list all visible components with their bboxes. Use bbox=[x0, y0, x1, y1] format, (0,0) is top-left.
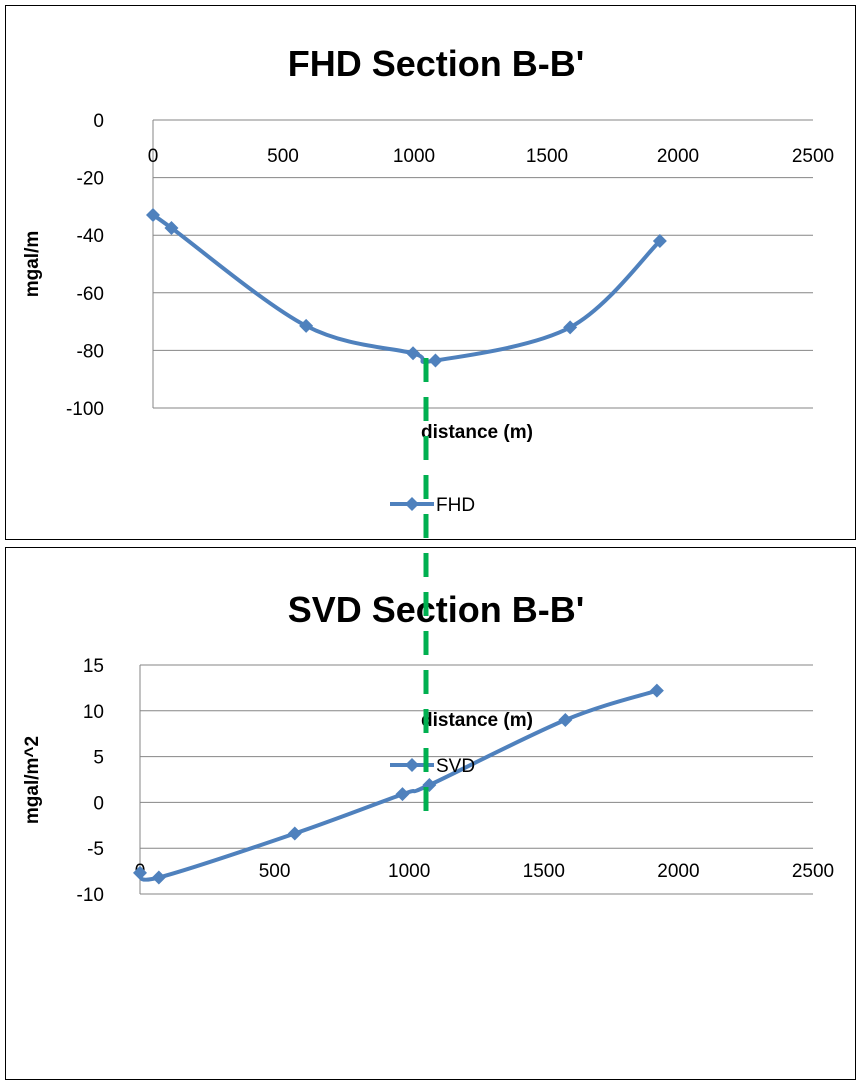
fhd-x-tick-label: 2500 bbox=[792, 146, 834, 167]
fhd-y-tick-label: -100 bbox=[66, 399, 104, 420]
fhd-data-point bbox=[406, 346, 421, 361]
svd-x-tick-label: 1500 bbox=[523, 861, 565, 882]
svd-y-tick-label: 10 bbox=[83, 702, 104, 723]
fhd-y-tick-label: -20 bbox=[77, 169, 104, 190]
svd-x-tick-label: 500 bbox=[259, 861, 291, 882]
svd-x-tick-label: 1000 bbox=[388, 861, 430, 882]
svd-chart-title: SVD Section B-B' bbox=[288, 589, 585, 630]
fhd-x-tick-label: 500 bbox=[267, 146, 299, 167]
fhd-legend-marker bbox=[405, 497, 419, 511]
fhd-chart-panel bbox=[5, 5, 856, 540]
fhd-data-point bbox=[563, 320, 578, 335]
svd-chart-panel bbox=[5, 547, 856, 1080]
svd-y-tick-label: 5 bbox=[93, 748, 104, 769]
svd-data-point bbox=[649, 683, 664, 698]
fhd-data-point bbox=[652, 233, 667, 248]
svd-data-point bbox=[151, 870, 166, 885]
fhd-x-tick-label: 1000 bbox=[393, 146, 435, 167]
svd-x-axis-label: distance (m) bbox=[421, 710, 533, 731]
fhd-y-tick-label: 0 bbox=[93, 111, 104, 132]
fhd-data-point bbox=[164, 221, 179, 235]
fhd-chart-title: FHD Section B-B' bbox=[288, 43, 585, 84]
svd-series-line bbox=[138, 688, 658, 882]
svd-y-tick-label: 0 bbox=[93, 793, 104, 814]
svd-data-point bbox=[287, 826, 302, 841]
fhd-x-tick-label: 2000 bbox=[657, 146, 699, 167]
fhd-legend-label: FHD bbox=[436, 495, 475, 516]
svd-data-point bbox=[133, 865, 147, 880]
fhd-y-axis-label: mgal/m bbox=[22, 231, 43, 298]
fhd-data-point bbox=[146, 208, 160, 223]
fhd-x-tick-label: 1500 bbox=[526, 146, 568, 167]
svd-y-tick-label: -5 bbox=[87, 839, 104, 860]
fhd-data-point bbox=[299, 318, 314, 333]
svd-data-point bbox=[395, 787, 410, 802]
fhd-series-line bbox=[151, 213, 662, 364]
svd-legend-marker bbox=[405, 758, 419, 772]
fhd-y-tick-label: -80 bbox=[77, 341, 104, 362]
svd-y-axis-label: mgal/m^2 bbox=[22, 736, 43, 824]
svd-y-tick-label: 15 bbox=[83, 656, 104, 677]
svd-data-point bbox=[558, 712, 573, 727]
fhd-x-axis-label: distance (m) bbox=[421, 422, 533, 443]
svd-legend-label: SVD bbox=[436, 756, 475, 777]
svd-y-tick-label: -10 bbox=[77, 885, 104, 906]
svd-x-tick-label: 2000 bbox=[657, 861, 699, 882]
fhd-y-tick-label: -60 bbox=[77, 284, 104, 305]
fhd-y-tick-label: -40 bbox=[77, 226, 104, 247]
fhd-x-tick-label: 0 bbox=[148, 146, 159, 167]
svd-x-tick-label: 2500 bbox=[792, 861, 834, 882]
fhd-data-point bbox=[428, 353, 443, 368]
